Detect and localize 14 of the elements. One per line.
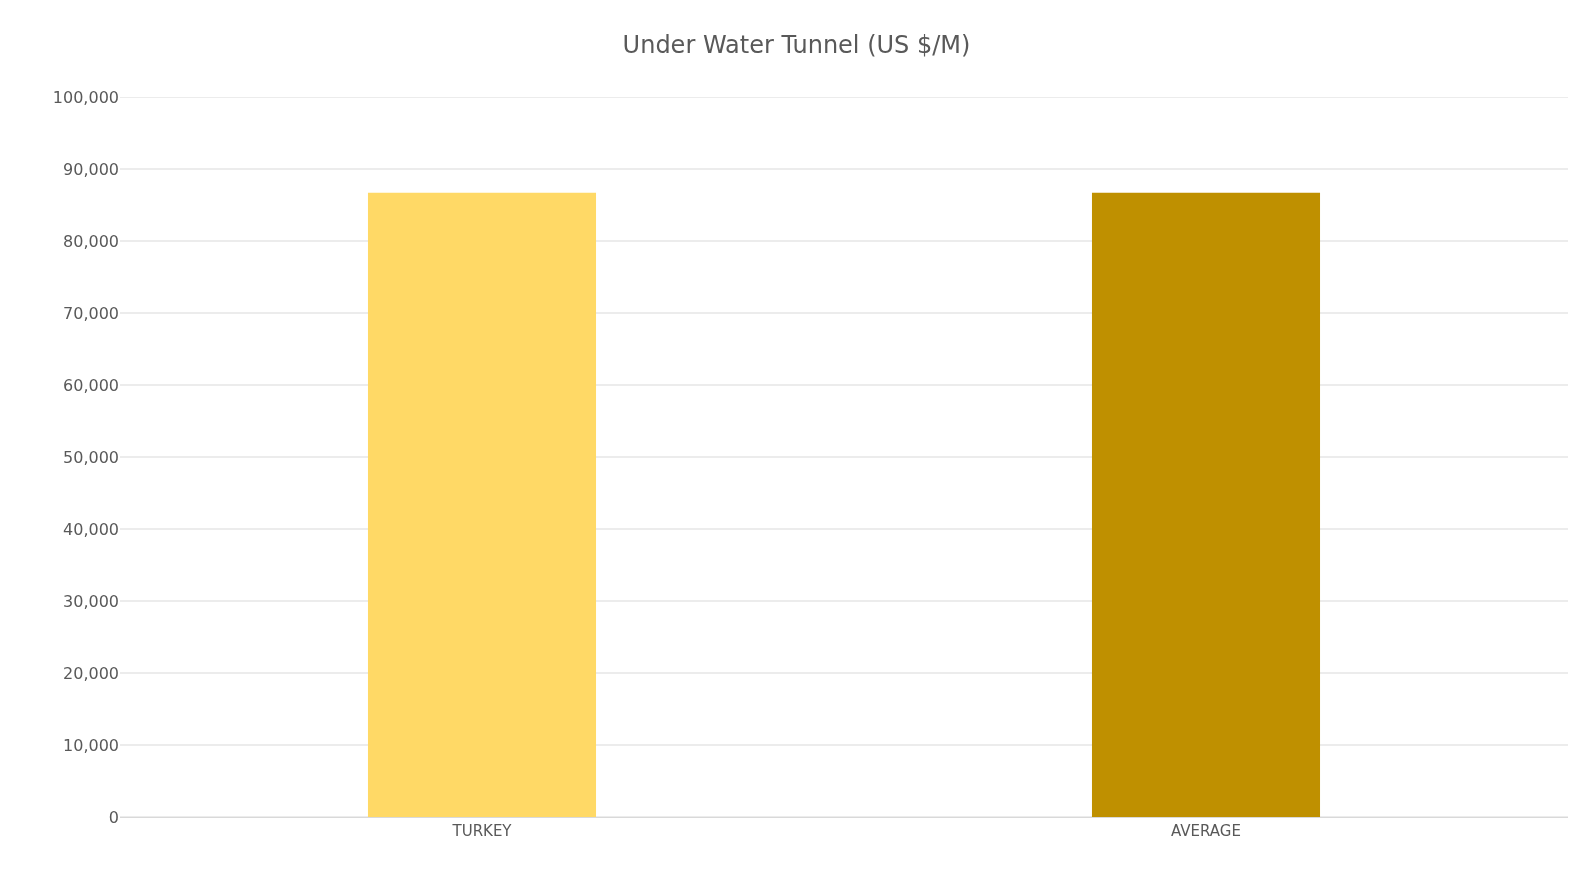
chart-title: Under Water Tunnel (US $/M) (622, 31, 971, 60)
y-tick-label: 80,000 (63, 231, 119, 251)
y-tick-label: 70,000 (63, 303, 119, 323)
y-tick-label: 0 (108, 807, 119, 827)
y-tick-label: 40,000 (63, 519, 119, 539)
x-tick-label: TURKEY (451, 822, 513, 840)
x-tick-label: AVERAGE (1171, 822, 1241, 840)
y-tick-label: 20,000 (63, 663, 119, 683)
y-tick-label: 100,000 (52, 87, 119, 107)
y-tick-label: 50,000 (63, 447, 119, 467)
y-tick-label: 90,000 (63, 159, 119, 179)
y-tick-label: 60,000 (63, 375, 119, 395)
y-tick-label: 30,000 (63, 591, 119, 611)
y-tick-label: 10,000 (63, 735, 119, 755)
